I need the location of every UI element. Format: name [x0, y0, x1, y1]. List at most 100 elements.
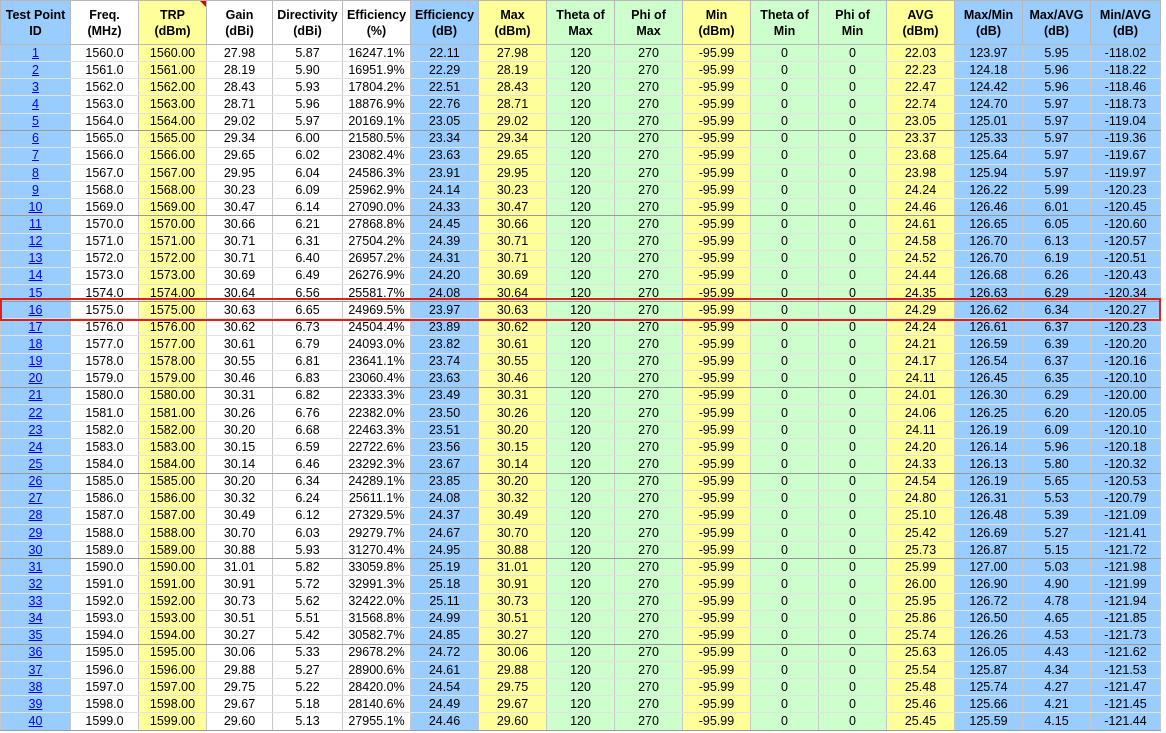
- test-point-link[interactable]: 9: [32, 182, 39, 197]
- test-point-link[interactable]: 35: [28, 628, 43, 643]
- test-point-link[interactable]: 4: [32, 96, 39, 111]
- cell: 125.74: [954, 678, 1023, 697]
- test-point-link[interactable]: 23: [28, 422, 43, 437]
- test-point-link[interactable]: 36: [28, 645, 43, 660]
- cell: 26957.2%: [342, 250, 411, 268]
- cell: 120: [546, 404, 615, 423]
- cell: 30.46: [478, 370, 547, 388]
- cell: 25.54: [886, 661, 955, 680]
- test-point-link[interactable]: 38: [28, 679, 43, 694]
- test-point-link[interactable]: 11: [29, 216, 42, 231]
- cell: 5.62: [272, 593, 343, 611]
- cell: -95.99: [682, 661, 751, 680]
- cell: 25.46: [886, 695, 955, 714]
- test-point-link[interactable]: 20: [28, 371, 43, 386]
- test-point-link[interactable]: 6: [32, 131, 39, 146]
- cell: 23.63: [410, 147, 479, 165]
- cell: 30.71: [478, 250, 547, 268]
- cell: 24.20: [410, 267, 479, 285]
- test-point-link[interactable]: 15: [28, 285, 43, 300]
- column-header: Phi of Min: [818, 0, 887, 45]
- cell: 24.46: [886, 198, 955, 217]
- cell: 29: [0, 524, 71, 543]
- test-point-link[interactable]: 5: [32, 114, 39, 129]
- cell: 32422.0%: [342, 593, 411, 611]
- cell: 1574.00: [138, 284, 207, 303]
- cell: 0: [818, 318, 887, 337]
- column-header: Theta of Max: [546, 0, 615, 45]
- cell: 30.63: [478, 301, 547, 320]
- cell: 24.29: [886, 301, 955, 320]
- test-point-link[interactable]: 16: [28, 302, 43, 317]
- header-line: (dB): [432, 23, 457, 38]
- test-point-link[interactable]: 3: [32, 79, 39, 94]
- test-point-link[interactable]: 34: [28, 611, 43, 626]
- test-point-link[interactable]: 24: [28, 439, 43, 454]
- test-point-link[interactable]: 31: [28, 559, 43, 574]
- test-point-link[interactable]: 30: [28, 542, 43, 557]
- cell: -121.44: [1090, 712, 1161, 731]
- test-point-link[interactable]: 27: [28, 491, 43, 506]
- cell: 24.39: [410, 233, 479, 251]
- column-header: Max/Min (dB): [954, 0, 1023, 45]
- cell: 1576.00: [138, 318, 207, 337]
- cell: 5: [0, 113, 71, 131]
- cell: 1568.0: [70, 181, 139, 200]
- cell: 1578.0: [70, 353, 139, 371]
- header-line: Efficiency: [414, 7, 475, 22]
- test-point-link[interactable]: 19: [28, 354, 43, 369]
- cell: -119.67: [1090, 147, 1161, 165]
- test-point-link[interactable]: 25: [28, 456, 43, 471]
- test-point-link[interactable]: 37: [28, 662, 43, 677]
- test-point-link[interactable]: 28: [28, 508, 43, 523]
- test-point-link[interactable]: 17: [28, 319, 43, 334]
- test-point-link[interactable]: 22: [28, 405, 43, 420]
- cell: 24.24: [886, 318, 955, 337]
- test-point-link[interactable]: 13: [28, 251, 43, 266]
- test-point-link[interactable]: 18: [28, 336, 43, 351]
- cell: 30.20: [206, 421, 273, 440]
- cell: 126.31: [954, 490, 1023, 508]
- test-point-link[interactable]: 29: [28, 525, 43, 540]
- test-point-link[interactable]: 8: [32, 165, 39, 180]
- test-point-link[interactable]: 21: [28, 388, 43, 403]
- table-row: 26 1585.0 1585.00 30.20 6.34 24289.1% 23.85 30.…: [0, 473, 1161, 491]
- test-point-link[interactable]: 10: [28, 199, 43, 214]
- cell: 0: [818, 644, 887, 663]
- cell: 0: [750, 147, 819, 165]
- cell: 0: [750, 661, 819, 680]
- test-point-link[interactable]: 14: [28, 268, 43, 283]
- table-row: 10 1569.0 1569.00 30.47 6.14 27090.0% 24.33 30.…: [0, 198, 1161, 217]
- cell: 29.67: [478, 695, 547, 714]
- cell: 0: [750, 61, 819, 80]
- table-row: 2 1561.0 1561.00 28.19 5.90 16951.9% 22.29 28.1…: [0, 61, 1161, 80]
- cell: 26.00: [886, 575, 955, 594]
- cell: 1566.0: [70, 147, 139, 165]
- test-point-link[interactable]: 12: [28, 234, 43, 249]
- cell: 127.00: [954, 558, 1023, 577]
- test-point-link[interactable]: 40: [28, 714, 43, 729]
- cell: 4: [0, 95, 71, 114]
- cell: 29279.7%: [342, 524, 411, 543]
- cell: 14: [0, 267, 71, 285]
- test-point-link[interactable]: 26: [28, 474, 43, 489]
- cell: 30.66: [206, 215, 273, 234]
- table-row: 25 1584.0 1584.00 30.14 6.46 23292.3% 23.67 30.…: [0, 455, 1161, 474]
- header-line: Max: [568, 23, 593, 38]
- header-line: (dB): [976, 23, 1001, 38]
- test-point-link[interactable]: 1: [32, 45, 39, 60]
- cell: 1595.0: [70, 644, 139, 663]
- test-point-link[interactable]: 32: [28, 576, 43, 591]
- test-point-link[interactable]: 7: [32, 148, 39, 163]
- test-point-link[interactable]: 2: [32, 62, 39, 77]
- cell: 28.19: [206, 61, 273, 80]
- cell: 0: [750, 164, 819, 183]
- header-line: TRP: [160, 7, 185, 22]
- cell: 24.54: [886, 473, 955, 491]
- header-line: (dBm): [902, 23, 939, 38]
- test-point-link[interactable]: 39: [28, 696, 43, 711]
- cell: 126.25: [954, 404, 1023, 423]
- cell: 6.73: [272, 318, 343, 337]
- cell: 30.73: [478, 593, 547, 611]
- test-point-link[interactable]: 33: [28, 594, 43, 609]
